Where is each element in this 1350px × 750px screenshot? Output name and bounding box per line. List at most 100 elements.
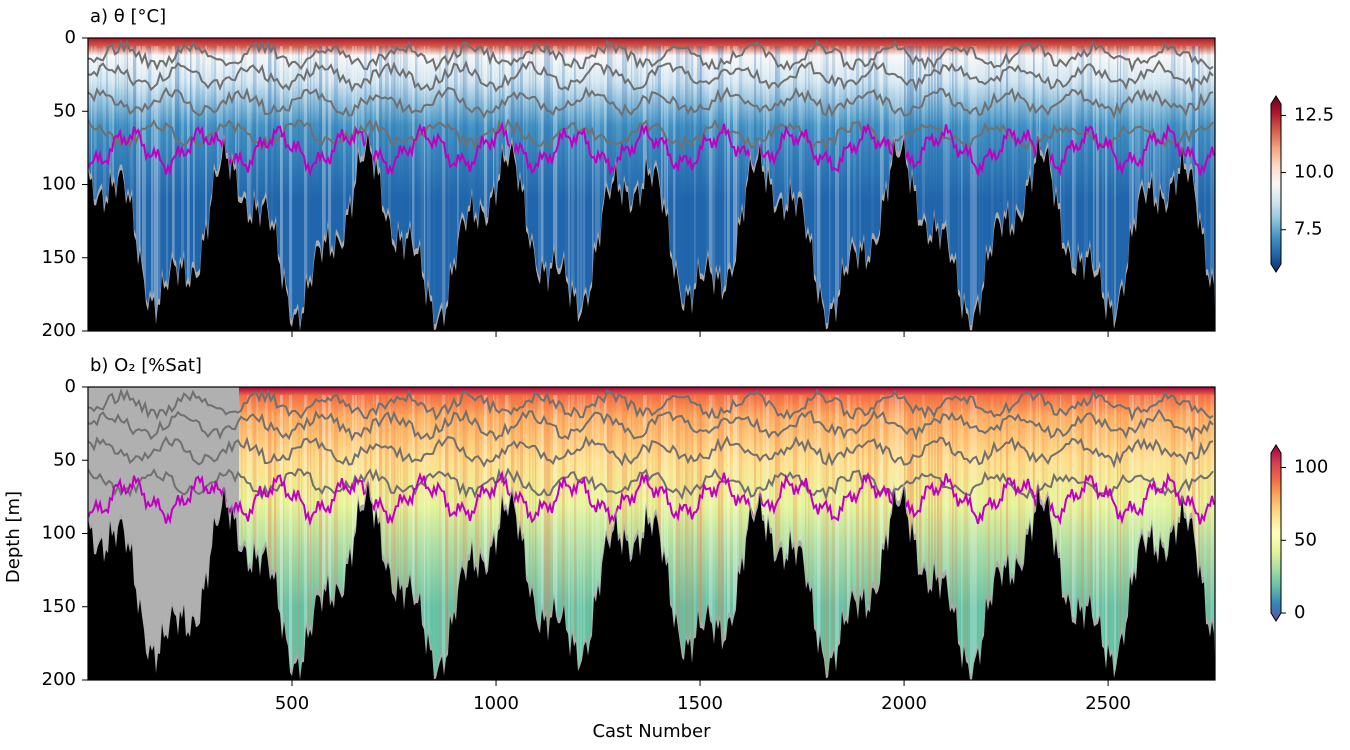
heatmap-stripe <box>724 395 727 680</box>
heatmap-stripe <box>580 395 583 680</box>
contour-line <box>88 59 1214 94</box>
heatmap-stripe <box>457 46 459 331</box>
heatmap-stripe <box>814 395 817 680</box>
heatmap-stripe <box>547 395 551 680</box>
heatmap-stripe <box>958 46 960 331</box>
heatmap-stripe <box>298 395 301 680</box>
heatmap-stripe <box>838 395 840 680</box>
heatmap-stripe <box>1090 46 1093 331</box>
heatmap-stripe <box>730 395 732 680</box>
heatmap-stripe <box>403 395 407 680</box>
heatmap-stripe <box>1099 46 1102 331</box>
heatmap-stripe <box>388 46 391 331</box>
heatmap-stripe <box>1006 46 1009 331</box>
heatmap-stripe <box>1135 46 1139 331</box>
heatmap-stripe <box>1132 46 1134 331</box>
heatmap-stripe <box>607 395 610 680</box>
heatmap-stripe <box>1129 46 1133 331</box>
heatmap-stripe <box>1015 395 1019 680</box>
heatmap-stripe <box>835 395 839 680</box>
heatmap-stripe <box>1165 395 1167 680</box>
y-tick-label: 50 <box>53 449 76 470</box>
heatmap-stripe <box>1018 395 1021 680</box>
heatmap-stripe <box>883 395 887 680</box>
heatmap-stripe <box>1105 46 1108 331</box>
heatmap-stripe <box>721 395 724 680</box>
heatmap-stripe <box>484 46 488 331</box>
heatmap-stripe <box>1210 46 1214 331</box>
heatmap-stripe <box>1084 395 1088 680</box>
heatmap-stripe <box>1120 395 1122 680</box>
heatmap-stripe <box>442 46 446 331</box>
heatmap-stripe <box>127 46 129 331</box>
heatmap-stripe <box>856 46 860 331</box>
heatmap-stripe <box>925 395 927 680</box>
heatmap-stripe <box>577 46 580 331</box>
seafloor <box>88 482 1215 680</box>
heatmap-stripe <box>1072 46 1075 331</box>
heatmap-stripe <box>424 395 426 680</box>
heatmap-stripe <box>1138 395 1141 680</box>
heatmap-stripe <box>250 46 252 331</box>
heatmap-stripe <box>946 46 950 331</box>
heatmap-stripe <box>703 46 705 331</box>
heatmap-stripe <box>346 395 348 680</box>
mixed-layer-line <box>88 121 1215 178</box>
heatmap-stripe <box>406 395 409 680</box>
heatmap-stripe <box>685 46 688 331</box>
heatmap-stripe <box>928 46 931 331</box>
heatmap-stripe <box>1000 46 1002 331</box>
heatmap-stripe <box>1144 46 1147 331</box>
heatmap-stripe <box>1153 395 1156 680</box>
heatmap-stripe <box>313 395 316 680</box>
heatmap-stripe <box>1012 46 1014 331</box>
heatmap-stripe <box>397 46 399 331</box>
contour-line <box>88 408 1214 443</box>
heatmap-stripe <box>568 46 571 331</box>
heatmap-stripe <box>268 46 272 331</box>
heatmap-stripe <box>1102 46 1105 331</box>
heatmap-stripe <box>994 395 997 680</box>
heatmap-stripe <box>853 395 857 680</box>
heatmap-stripe <box>1213 46 1215 331</box>
heatmap-stripe <box>196 46 200 331</box>
heatmap-stripe <box>943 46 947 331</box>
heatmap-stripe <box>1000 395 1002 680</box>
heatmap-stripe <box>547 46 551 331</box>
heatmap-stripe <box>535 395 537 680</box>
heatmap-stripe <box>958 395 960 680</box>
heatmap-stripe <box>928 395 931 680</box>
heatmap-stripe <box>796 395 798 680</box>
heatmap-stripe <box>382 395 385 680</box>
heatmap-stripe <box>142 46 146 331</box>
heatmap-stripe <box>931 395 933 680</box>
heatmap-stripe <box>724 46 727 331</box>
heatmap-stripe <box>103 46 107 331</box>
mixed-layer-line <box>88 470 1215 527</box>
y-tick-label: 150 <box>42 596 76 617</box>
heatmap-stripe <box>391 46 395 331</box>
heatmap-stripe <box>988 395 990 680</box>
heatmap-stripe <box>1153 46 1156 331</box>
heatmap-stripe <box>721 46 724 331</box>
heatmap-stripe <box>919 46 922 331</box>
heatmap-stripe <box>829 46 831 331</box>
heatmap-stripe <box>532 46 535 331</box>
heatmap-stripe <box>541 46 544 331</box>
heatmap-stripe <box>382 46 385 331</box>
heatmap-stripe <box>460 395 464 680</box>
heatmap-stripe <box>712 46 716 331</box>
heatmap-stripe <box>703 395 705 680</box>
heatmap-stripe <box>826 46 829 331</box>
heatmap-stripe <box>289 46 293 331</box>
heatmap-stripe <box>1060 395 1062 680</box>
heatmap-stripe <box>574 395 576 680</box>
heatmap-stripe <box>352 395 355 680</box>
heatmap-stripe <box>805 395 807 680</box>
y-tick-label: 150 <box>42 247 76 268</box>
heatmap-stripe <box>1075 395 1077 680</box>
heatmap-stripe <box>553 46 557 331</box>
heatmap-stripe <box>574 46 576 331</box>
heatmap-stripe <box>640 46 642 331</box>
heatmap-stripe <box>676 46 680 331</box>
